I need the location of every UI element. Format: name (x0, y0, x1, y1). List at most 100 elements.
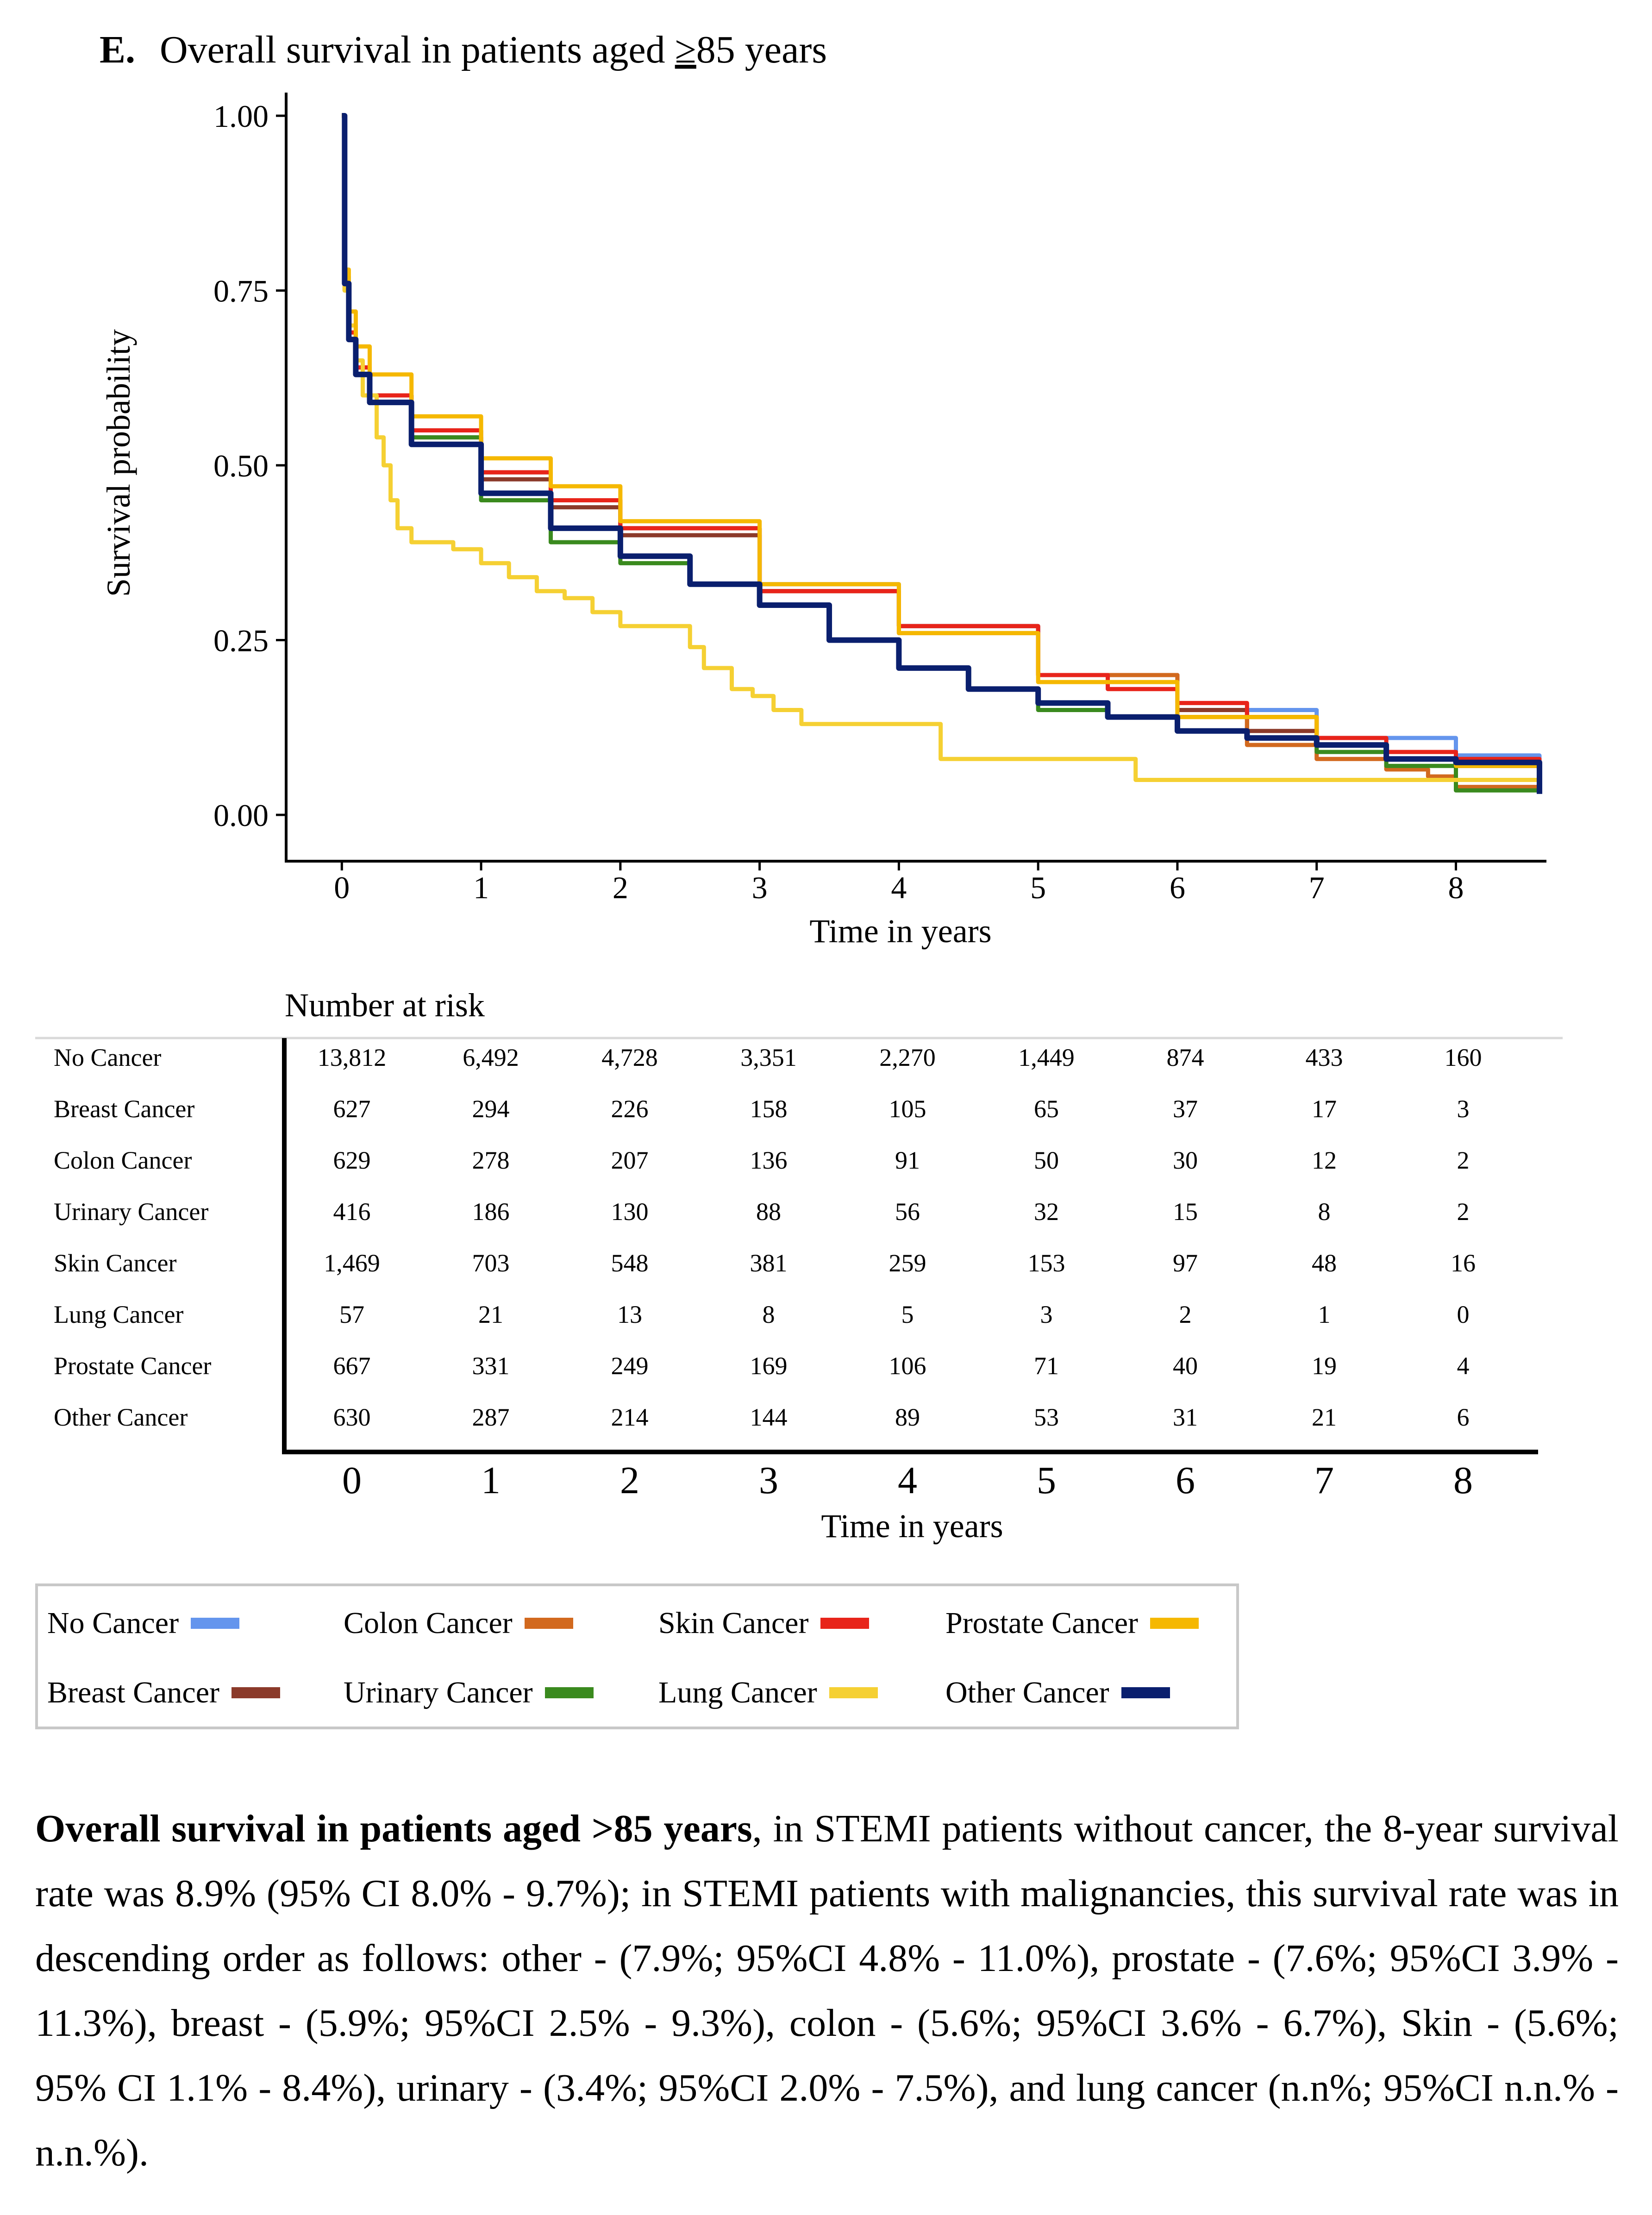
risk-cell: 13,812 (318, 1044, 387, 1071)
risk-cell: 2,270 (879, 1044, 936, 1071)
legend-label: No Cancer (47, 1606, 179, 1640)
risk-cell: 88 (756, 1198, 781, 1226)
risk-cell: 627 (333, 1095, 371, 1123)
risk-cell: 21 (478, 1301, 503, 1328)
risk-cell: 0 (1457, 1301, 1470, 1328)
x-tick-label: 6 (1170, 870, 1185, 905)
risk-cell: 50 (1034, 1146, 1059, 1174)
risk-x-tick-label: 0 (342, 1459, 362, 1502)
risk-cell: 6 (1457, 1403, 1470, 1431)
x-tick-label: 2 (613, 870, 628, 905)
risk-cell: 91 (895, 1146, 920, 1174)
legend-item-skin-cancer: Skin Cancer (658, 1606, 870, 1641)
legend-label: Breast Cancer (47, 1676, 219, 1709)
legend-swatch (232, 1687, 280, 1698)
risk-cell: 629 (333, 1146, 371, 1174)
risk-cell: 13 (617, 1301, 642, 1328)
risk-cell: 226 (611, 1095, 649, 1123)
risk-cell: 287 (472, 1403, 510, 1431)
risk-cell: 3 (1040, 1301, 1053, 1328)
risk-cell: 71 (1034, 1352, 1059, 1380)
legend-item-colon-cancer: Colon Cancer (344, 1606, 573, 1641)
risk-cell: 136 (750, 1146, 788, 1174)
figure-caption: Overall survival in patients aged >85 ye… (35, 1796, 1619, 2185)
risk-cell: 1,469 (324, 1249, 380, 1277)
legend-label: Lung Cancer (658, 1676, 817, 1709)
risk-cell: 874 (1167, 1044, 1204, 1071)
caption-text: , in STEMI patients without cancer, the … (35, 1807, 1619, 2174)
risk-cell: 12 (1312, 1146, 1337, 1174)
risk-cell: 186 (472, 1198, 510, 1226)
risk-cell: 19 (1312, 1352, 1337, 1380)
y-tick-label: 0.00 (213, 798, 269, 833)
legend-item-breast-cancer: Breast Cancer (47, 1675, 280, 1710)
risk-row-label: No Cancer (54, 1044, 161, 1071)
risk-cell: 5 (901, 1301, 914, 1328)
legend-swatch (1121, 1687, 1170, 1698)
legend-label: Urinary Cancer (344, 1676, 533, 1709)
x-tick-label: 5 (1030, 870, 1046, 905)
risk-cell: 37 (1173, 1095, 1198, 1123)
risk-cell: 169 (750, 1352, 788, 1380)
y-tick-label: 0.75 (213, 274, 269, 309)
risk-cell: 8 (763, 1301, 775, 1328)
risk-cell: 48 (1312, 1249, 1337, 1277)
legend: No Cancer Colon Cancer Skin Cancer Prost… (35, 1583, 1239, 1729)
series-line-breast-cancer (342, 113, 1542, 773)
risk-row-label: Colon Cancer (54, 1146, 192, 1174)
risk-cell: 2 (1179, 1301, 1192, 1328)
legend-item-other-cancer: Other Cancer (945, 1675, 1170, 1710)
risk-cell: 153 (1028, 1249, 1065, 1277)
risk-row-label: Lung Cancer (54, 1301, 183, 1328)
risk-cell: 158 (750, 1095, 788, 1123)
risk-x-tick-label: 5 (1037, 1459, 1056, 1502)
y-tick-label: 0.50 (213, 448, 269, 483)
risk-cell: 703 (472, 1249, 510, 1277)
x-tick-label: 1 (473, 870, 489, 905)
risk-cell: 2 (1457, 1198, 1470, 1226)
risk-cell: 56 (895, 1198, 920, 1226)
risk-cell: 249 (611, 1352, 649, 1380)
risk-x-tick-label: 4 (898, 1459, 917, 1502)
legend-swatch (1150, 1618, 1199, 1629)
risk-cell: 1 (1318, 1301, 1331, 1328)
risk-cell: 3 (1457, 1095, 1470, 1123)
risk-x-tick-label: 7 (1314, 1459, 1334, 1502)
series-line-other-cancer (342, 113, 1542, 794)
risk-cell: 160 (1445, 1044, 1482, 1071)
risk-cell: 57 (339, 1301, 364, 1328)
risk-row-label: Skin Cancer (54, 1249, 176, 1277)
legend-swatch (544, 1687, 594, 1698)
risk-cell: 130 (611, 1198, 649, 1226)
risk-row-label: Other Cancer (54, 1403, 188, 1431)
risk-cell: 207 (611, 1146, 649, 1174)
series-line-skin-cancer (342, 113, 1542, 770)
panel-label: E. (100, 28, 135, 71)
risk-cell: 4 (1457, 1352, 1470, 1380)
risk-cell: 65 (1034, 1095, 1059, 1123)
risk-cell: 630 (333, 1403, 371, 1431)
risk-cell: 17 (1312, 1095, 1337, 1123)
risk-cell: 381 (750, 1249, 788, 1277)
risk-cell: 53 (1034, 1403, 1059, 1431)
risk-cell: 294 (472, 1095, 510, 1123)
series-line-prostate-cancer (342, 113, 1542, 773)
legend-item-prostate-cancer: Prostate Cancer (945, 1606, 1199, 1641)
legend-item-no-cancer: No Cancer (47, 1606, 240, 1641)
risk-cell: 144 (750, 1403, 788, 1431)
risk-cell: 214 (611, 1403, 649, 1431)
risk-cell: 667 (333, 1352, 371, 1380)
legend-swatch (820, 1618, 870, 1629)
risk-row-label: Urinary Cancer (54, 1198, 208, 1226)
risk-cell: 416 (333, 1198, 371, 1226)
caption-bold: Overall survival in patients aged >85 ye… (35, 1807, 752, 1850)
risk-cell: 259 (889, 1249, 926, 1277)
survival-chart: E. Overall survival in patients aged ≥85… (35, 28, 1563, 1545)
y-axis-label: Survival probability (100, 329, 137, 597)
risk-cell: 31 (1173, 1403, 1198, 1431)
risk-cell: 433 (1306, 1044, 1343, 1071)
risk-cell: 2 (1457, 1146, 1470, 1174)
risk-cell: 331 (472, 1352, 510, 1380)
y-tick-label: 1.00 (213, 99, 269, 134)
risk-cell: 16 (1451, 1249, 1476, 1277)
